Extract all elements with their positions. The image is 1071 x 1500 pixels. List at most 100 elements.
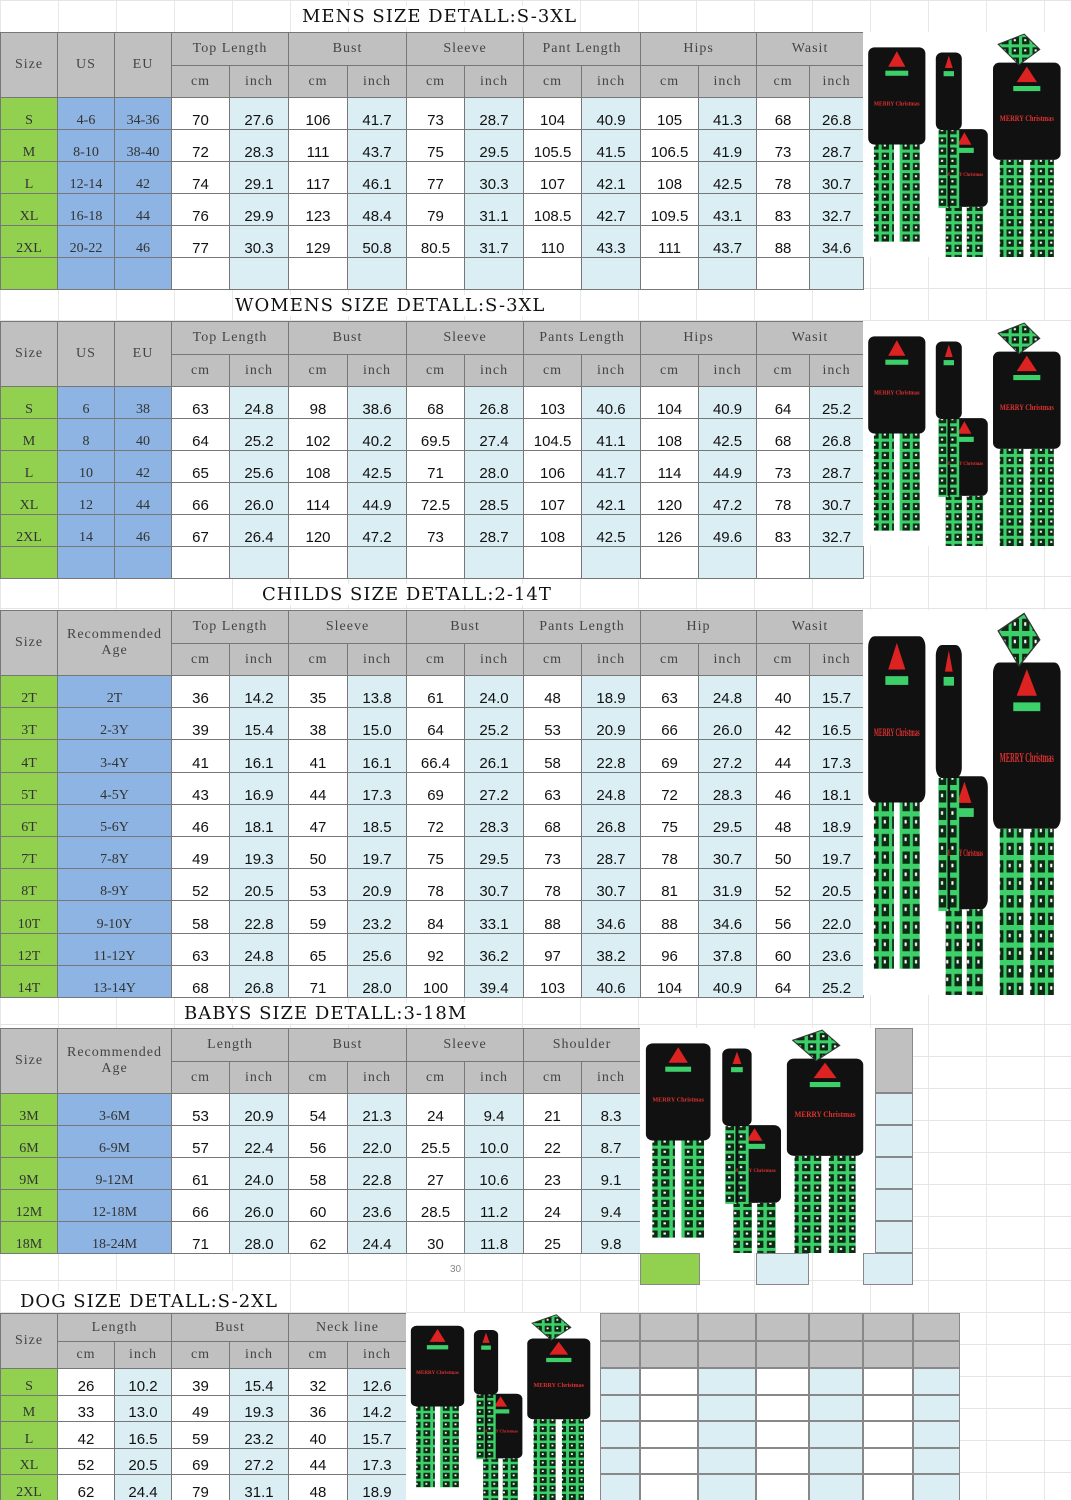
measure-cell: 24.8 (581, 771, 642, 805)
fixed-cell: 42 (114, 450, 172, 483)
inch-header: inch (698, 65, 758, 98)
childs-group-header: Bust (406, 610, 525, 644)
filler-cell (875, 1125, 913, 1157)
mens-table-row (0, 257, 865, 290)
cm-header: cm (171, 643, 230, 676)
measure-cell: 61 (171, 1157, 230, 1190)
measure-cell (698, 257, 758, 290)
measure-cell: 15.7 (809, 674, 865, 709)
filler-cell (875, 1189, 913, 1221)
measure-cell: 9.4 (463, 1093, 525, 1126)
inch-header: inch (581, 1061, 642, 1094)
measure-cell: 88 (756, 225, 811, 258)
womens-header-row: Size US EU Top Length Bust Sleeve Pants Length… (0, 321, 865, 387)
measure-cell: 50 (288, 835, 349, 870)
measure-cell: 78 (640, 835, 700, 870)
measure-cell: 63 (171, 932, 230, 966)
shirt-text: MERRY Christmas (1000, 114, 1054, 123)
filler-cell (640, 1253, 700, 1285)
measure-cell: 31.1 (229, 1474, 289, 1500)
childs-table-row: 8T 8-9Y 52 20.5 53 20.9 78 30.7 78 30.7 81 31.9 52 20… (0, 868, 865, 902)
measure-cell: 26.0 (229, 1189, 289, 1222)
inch-header: inch (581, 354, 642, 387)
mens-table-row: 2XL 20-22 46 77 30.3 129 50.8 80.5 31.7 110 43.3 11… (0, 225, 865, 258)
inch-header: inch (809, 643, 865, 676)
fixed-cell: 7-8Y (57, 835, 172, 870)
measure-cell: 27.2 (229, 1447, 289, 1476)
measure-cell: 26.0 (228, 482, 290, 515)
measure-cell: 14.2 (228, 674, 290, 709)
measure-cell: 26.8 (464, 386, 525, 419)
fixed-cell: 11-12Y (57, 932, 172, 966)
measure-cell (809, 257, 865, 290)
inch-header: inch (114, 1341, 172, 1369)
childs-header-row: Size Recommended Age Top Length Sleeve Bust P… (0, 610, 865, 676)
filler-header (913, 1341, 960, 1368)
measure-cell: 72 (640, 771, 700, 805)
womens-header-1: US (57, 321, 115, 387)
measure-cell: 72 (406, 803, 466, 837)
fixed-cell (57, 257, 115, 290)
babys-note: 30 (450, 1264, 462, 1275)
inch-header: inch (809, 65, 865, 98)
measure-cell: 27.2 (698, 739, 758, 773)
measure-cell: 69.5 (406, 418, 466, 451)
measure-cell: 22.8 (228, 900, 290, 934)
babys-header-row: Size Recommended Age Length Bust Sleeve Shoul… (0, 1028, 642, 1094)
childs-table-row: 6T 5-6Y 46 18.1 47 18.5 72 28.3 68 26.8 75 29.5 48 18… (0, 803, 865, 837)
childs-title: CHILDS SIZE DETALL:2-14T (260, 584, 554, 605)
filler-cell (913, 1447, 960, 1475)
measure-cell: 16.5 (809, 707, 865, 741)
measure-cell: 28.3 (464, 803, 525, 837)
measure-cell: 17.3 (347, 771, 408, 805)
measure-cell (523, 546, 583, 579)
measure-cell: 126 (640, 514, 700, 547)
filler-cell (863, 1394, 913, 1422)
measure-cell: 73 (406, 97, 466, 130)
filler-cell (600, 1368, 640, 1395)
measure-cell: 22.0 (347, 1125, 407, 1158)
shirt-text: MERRY Christmas (874, 727, 920, 739)
measure-cell: 32.7 (809, 193, 865, 226)
measure-cell: 102 (288, 418, 349, 451)
measure-cell: 75 (640, 803, 700, 837)
filler-cell (756, 1421, 809, 1448)
filler-cell (600, 1447, 640, 1475)
measure-cell (464, 546, 525, 579)
measure-cell: 42 (756, 707, 811, 741)
filler-cell (756, 1394, 809, 1422)
measure-cell: 106 (523, 450, 583, 483)
measure-cell: 28.0 (347, 964, 408, 998)
measure-cell: 40 (756, 674, 811, 709)
size-cell: S (0, 386, 58, 419)
measure-cell: 58 (171, 900, 230, 934)
measure-cell: 78 (756, 482, 811, 515)
measure-cell: 81 (640, 868, 700, 902)
measure-cell (171, 257, 230, 290)
inch-header: inch (347, 643, 408, 676)
measure-cell: 30.7 (809, 161, 865, 194)
inch-header: inch (347, 1341, 407, 1369)
measure-cell: 11.2 (463, 1189, 525, 1222)
measure-cell: 64 (171, 418, 230, 451)
measure-cell (406, 546, 466, 579)
measure-cell: 40.6 (581, 386, 642, 419)
babys-table-row: 9M 9-12M 61 24.0 58 22.8 27 10.6 23 9.1 (0, 1157, 642, 1190)
size-cell: M (0, 418, 58, 451)
measure-cell: 92 (406, 932, 466, 966)
fixed-cell: 3-4Y (57, 739, 172, 773)
measure-cell (464, 257, 525, 290)
size-cell: M (0, 129, 58, 162)
measure-cell: 60 (288, 1189, 348, 1222)
measure-cell: 26.8 (809, 418, 865, 451)
inch-header: inch (809, 354, 865, 387)
childs-table-row: 2T 2T 36 14.2 35 13.8 61 24.0 48 18.9 63 24.8 40 15.7 (0, 674, 865, 709)
womens-title: WOMENS SIZE DETALL:S-3XL (233, 295, 548, 316)
size-cell (0, 546, 58, 579)
fixed-cell: 12 (57, 482, 115, 515)
womens-table-row: 2XL 14 46 67 26.4 120 47.2 73 28.7 108 42.5 126 49.6… (0, 514, 865, 547)
inch-header: inch (581, 643, 642, 676)
measure-cell: 36 (171, 674, 230, 709)
measure-cell: 39.4 (464, 964, 525, 998)
measure-cell: 29.1 (228, 161, 290, 194)
